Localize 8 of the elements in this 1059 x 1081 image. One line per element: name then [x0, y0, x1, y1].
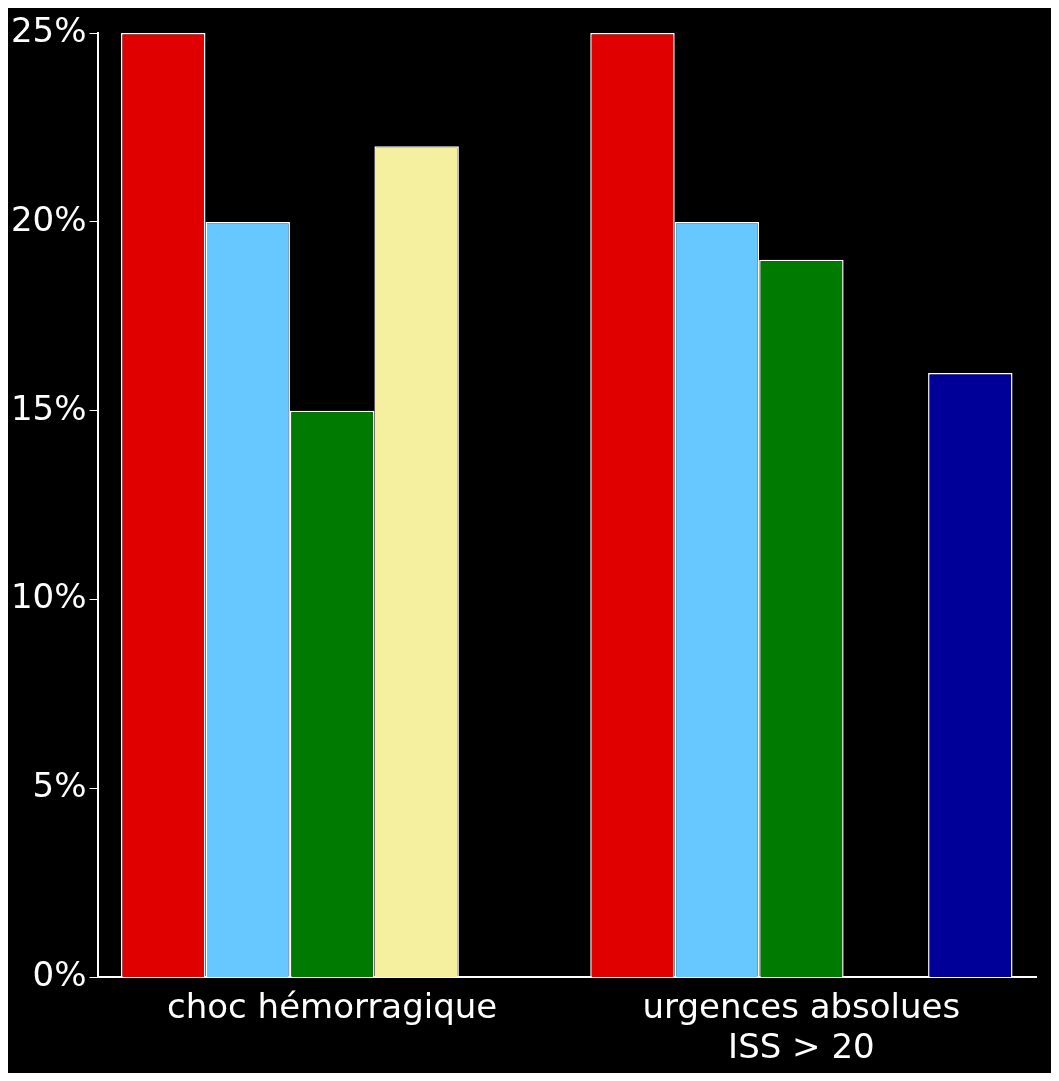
y-tick-label: 20%: [10, 198, 87, 239]
y-tick-label: 15%: [10, 387, 87, 428]
y-tick-label: 0%: [32, 954, 87, 995]
y-tick-label: 5%: [32, 765, 87, 806]
x-tick-label: urgences absolues ISS > 20: [642, 985, 961, 1067]
x-tick-label: choc hémorragique: [167, 985, 498, 1026]
y-tick-label: 25%: [10, 9, 87, 50]
y-tick-label: 10%: [10, 576, 87, 617]
